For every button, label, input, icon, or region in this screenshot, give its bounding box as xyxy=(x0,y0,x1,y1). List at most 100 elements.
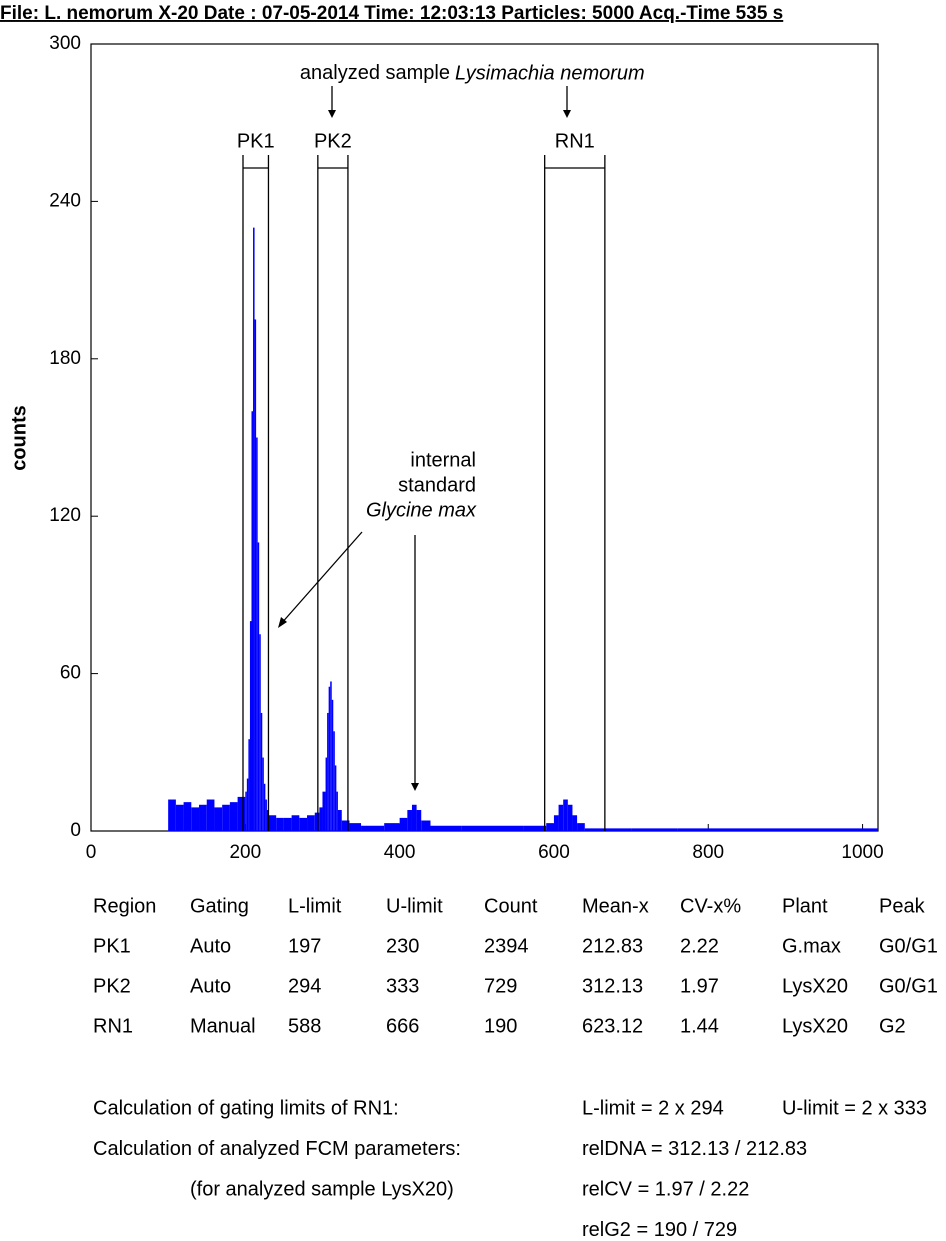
bar xyxy=(276,817,284,831)
arrows xyxy=(279,86,568,788)
table-cell: LysX20 xyxy=(782,1015,848,1037)
calc-formula: L-limit = 2 x 294 xyxy=(582,1097,724,1119)
table-cell: PK2 xyxy=(93,975,131,997)
bar xyxy=(330,681,332,831)
annotation: internal xyxy=(410,449,476,471)
table-cell: RN1 xyxy=(93,1015,133,1037)
bar xyxy=(183,802,192,831)
bar xyxy=(263,783,266,831)
x-tick-label: 1000 xyxy=(841,842,883,863)
annotation: standard xyxy=(398,474,476,496)
table-cell: Auto xyxy=(190,935,231,957)
calc-label: Calculation of analyzed FCM parameters: xyxy=(93,1138,461,1160)
bar xyxy=(191,807,200,831)
calc-formula: relCV = 1.97 / 2.22 xyxy=(582,1178,749,1200)
bar xyxy=(319,807,323,831)
bar xyxy=(245,791,247,831)
bar xyxy=(577,823,585,831)
table-cell: G.max xyxy=(782,935,841,957)
bar xyxy=(430,825,462,831)
gate-label: RN1 xyxy=(555,130,595,152)
arrowhead xyxy=(563,110,571,118)
bar xyxy=(248,739,250,831)
arrowhead xyxy=(411,783,419,791)
table-cell: 1.97 xyxy=(680,975,719,997)
bar xyxy=(563,799,568,831)
arrowhead xyxy=(328,110,336,118)
table-cell: 212.83 xyxy=(582,935,643,957)
bar xyxy=(399,817,408,831)
bar xyxy=(461,825,524,831)
annotation-text: analyzed sample xyxy=(300,62,450,84)
table-cell: PK1 xyxy=(93,935,131,957)
y-tick-label: 0 xyxy=(70,820,81,841)
table-cell: G0/G1 xyxy=(879,935,938,957)
bar xyxy=(334,765,337,831)
table-cell: G2 xyxy=(879,1015,906,1037)
bar xyxy=(199,804,207,831)
bar xyxy=(421,820,431,831)
bar xyxy=(328,686,331,831)
bar xyxy=(246,778,249,831)
bar xyxy=(411,804,417,831)
table-cell: 666 xyxy=(386,1015,419,1037)
table-cell: 197 xyxy=(288,935,321,957)
table-header: Count xyxy=(484,895,538,917)
table-cell: 190 xyxy=(484,1015,517,1037)
table-cell: 333 xyxy=(386,975,419,997)
bar xyxy=(262,757,264,831)
bar xyxy=(384,823,400,831)
bar xyxy=(416,810,422,831)
table-header: Plant xyxy=(782,895,828,917)
table-cell: 230 xyxy=(386,935,419,957)
bar xyxy=(168,799,176,831)
bar xyxy=(553,815,559,831)
bar xyxy=(567,804,573,831)
y-tick-label: 240 xyxy=(49,190,81,211)
y-tick-label: 180 xyxy=(49,348,81,369)
bar xyxy=(175,804,184,831)
bar xyxy=(291,815,300,831)
table-header: Gating xyxy=(190,895,249,917)
bar xyxy=(214,807,223,831)
bar xyxy=(307,815,315,831)
bar xyxy=(337,810,342,831)
bar xyxy=(546,823,554,831)
calc-formula: relDNA = 312.13 / 212.83 xyxy=(582,1138,807,1160)
arrow xyxy=(279,531,363,626)
bar xyxy=(249,621,252,831)
bar xyxy=(631,828,678,831)
calc-formula: U-limit = 2 x 333 xyxy=(782,1097,927,1119)
table-cell: LysX20 xyxy=(782,975,848,997)
x-tick-label: 600 xyxy=(538,842,570,863)
calc-label: Calculation of gating limits of RN1: xyxy=(93,1097,399,1119)
table-cell: 2.22 xyxy=(680,935,719,957)
x-tick-label: 0 xyxy=(86,842,97,863)
bar xyxy=(237,796,246,831)
table-header: CV-x% xyxy=(680,895,741,917)
table-cell: 1.44 xyxy=(680,1015,719,1037)
bar xyxy=(256,437,258,831)
table-header: L-limit xyxy=(288,895,342,917)
bar xyxy=(341,820,350,831)
y-tick-label: 60 xyxy=(60,663,81,684)
bar xyxy=(265,799,267,831)
bar xyxy=(523,825,547,831)
bar xyxy=(333,731,335,831)
bar xyxy=(322,791,326,831)
table-cell: Manual xyxy=(190,1015,256,1037)
annotation: Glycine max xyxy=(366,499,477,521)
bar xyxy=(229,802,238,831)
table-cell: 623.12 xyxy=(582,1015,643,1037)
table-cell: 294 xyxy=(288,975,321,997)
bar xyxy=(336,791,338,831)
bar xyxy=(259,634,261,831)
bar xyxy=(407,810,412,831)
bar xyxy=(253,227,255,832)
bar xyxy=(299,817,308,831)
table-cell: 2394 xyxy=(484,935,529,957)
header: File: L. nemorum X-20 Date : 07-05-2014 … xyxy=(0,3,783,24)
bar xyxy=(325,757,328,831)
bar xyxy=(254,319,257,831)
